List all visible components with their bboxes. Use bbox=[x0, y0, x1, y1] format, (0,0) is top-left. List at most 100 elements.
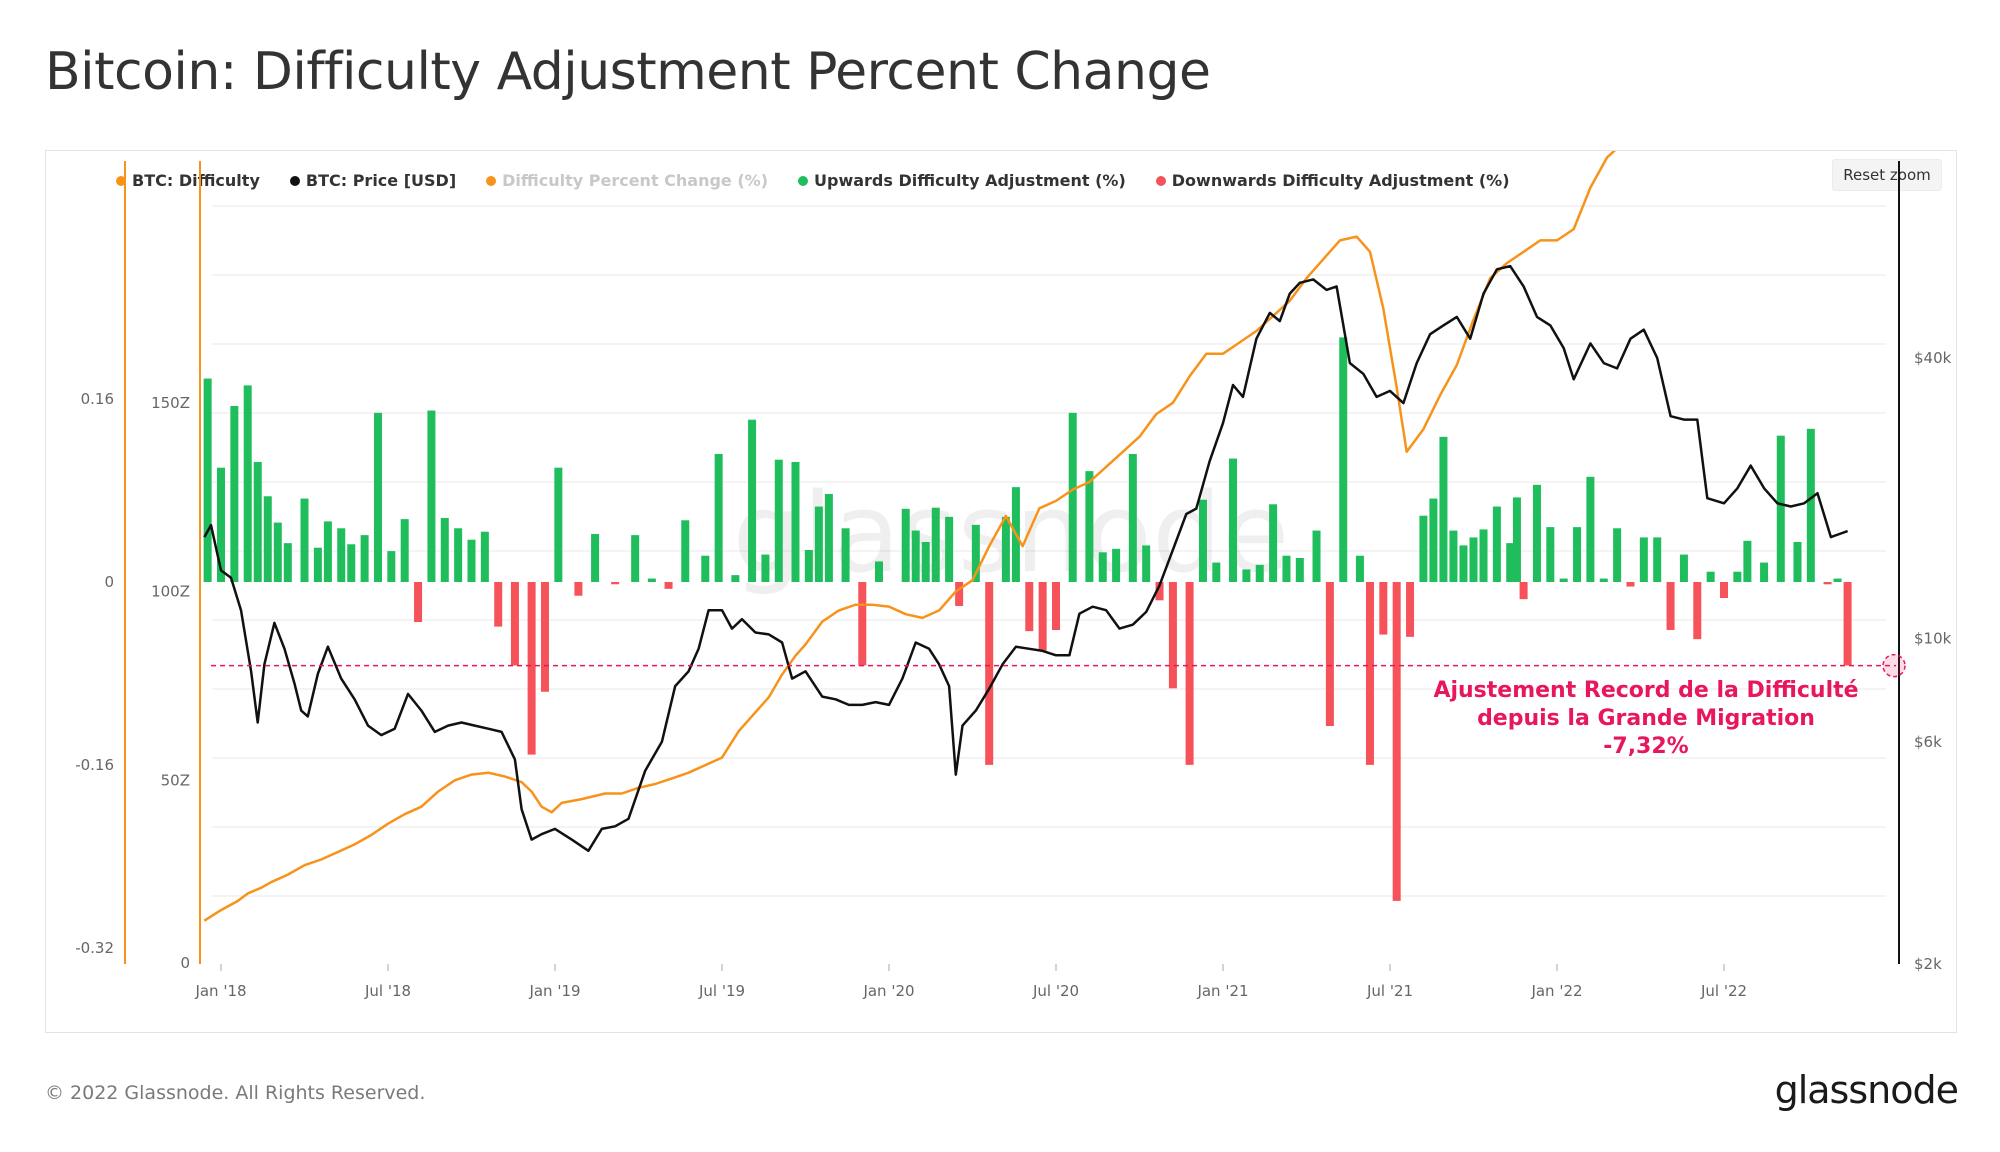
downward-adjustment-bar bbox=[540, 582, 549, 692]
upward-adjustment-bar bbox=[1212, 562, 1221, 582]
annotation-line-3: -7,32% bbox=[1603, 734, 1688, 759]
legend-label: Difficulty Percent Change (%) bbox=[502, 171, 769, 190]
price-line bbox=[203, 264, 1849, 853]
legend-label: Upwards Difficulty Adjustment (%) bbox=[814, 171, 1126, 190]
annotation-marker bbox=[1882, 653, 1906, 678]
downward-adjustment-bar bbox=[1052, 582, 1060, 631]
upward-adjustment-bar bbox=[874, 561, 883, 582]
upward-adjustment-bar bbox=[427, 410, 436, 582]
downward-adjustment-bar bbox=[664, 582, 673, 589]
reset-zoom-button[interactable]: Reset zoom bbox=[1832, 159, 1942, 191]
upward-adjustment-bar bbox=[647, 578, 656, 582]
x-tick-label: Jan '20 bbox=[862, 982, 914, 1000]
downward-adjustment-bar bbox=[1823, 582, 1832, 585]
upward-adjustment-bar bbox=[467, 539, 476, 582]
upward-adjustment-bar bbox=[400, 519, 409, 582]
legend-item-downwards[interactable]: Downwards Difficulty Adjustment (%) bbox=[1155, 171, 1510, 190]
x-tick-label: Jul '19 bbox=[698, 982, 745, 1000]
upward-adjustment-bar bbox=[387, 551, 396, 582]
x-tick-label: Jan '21 bbox=[1196, 982, 1248, 1000]
legend-dot-downwards bbox=[1155, 175, 1166, 186]
upward-adjustment-bar bbox=[1559, 578, 1568, 582]
downward-adjustment-bar bbox=[527, 582, 536, 755]
upward-adjustment-bar bbox=[1469, 537, 1478, 582]
upward-adjustment-bar bbox=[1429, 498, 1438, 582]
annotation-line-2: depuis la Grande Migration bbox=[1477, 706, 1815, 731]
upward-adjustment-bar bbox=[1733, 571, 1742, 582]
annotation-layer: Ajustement Record de la Difficulté depui… bbox=[211, 653, 1906, 759]
downward-adjustment-bar bbox=[955, 582, 964, 607]
legend-dot-percent-change bbox=[486, 175, 497, 186]
upward-adjustment-bar bbox=[1760, 562, 1769, 582]
upward-adjustment-bar bbox=[1586, 476, 1595, 582]
upward-adjustment-bar bbox=[1198, 499, 1207, 582]
upward-adjustment-bar bbox=[1573, 527, 1582, 582]
upward-adjustment-bar bbox=[1355, 555, 1364, 582]
axis-layer: 0.16 0 -0.16 -0.32 150Z 100Z 50Z 0 $40k $10k $6k $2… bbox=[75, 161, 1952, 1000]
upward-adjustment-bar bbox=[1806, 428, 1815, 582]
upward-adjustment-bar bbox=[1613, 528, 1622, 582]
x-tick-label: Jul '22 bbox=[1700, 982, 1747, 1000]
upward-adjustment-bar bbox=[360, 535, 369, 582]
x-tick-label: Jan '22 bbox=[1530, 982, 1582, 1000]
upward-adjustment-bar bbox=[454, 528, 463, 582]
price-tick-label: $10k bbox=[1914, 629, 1952, 647]
upward-adjustment-bar bbox=[945, 516, 954, 582]
upward-adjustment-bar bbox=[243, 385, 252, 582]
annotation-line-1: Ajustement Record de la Difficulté bbox=[1433, 678, 1858, 703]
footer-logo: glassnode bbox=[1774, 1068, 1959, 1112]
legend-label: BTC: Price [USD] bbox=[305, 171, 457, 190]
legend-item-price[interactable]: BTC: Price [USD] bbox=[289, 171, 457, 190]
upward-adjustment-bar bbox=[1085, 471, 1094, 582]
upward-adjustment-bar bbox=[1295, 557, 1304, 582]
upward-adjustment-bar bbox=[631, 535, 640, 582]
upward-adjustment-bar bbox=[1098, 552, 1107, 582]
legend-item-difficulty[interactable]: BTC: Difficulty bbox=[116, 171, 260, 190]
upward-adjustment-bar bbox=[1639, 537, 1648, 582]
upward-adjustment-bar bbox=[1419, 515, 1428, 582]
upward-adjustment-bar bbox=[681, 520, 690, 582]
upward-adjustment-bar bbox=[731, 575, 740, 582]
downward-adjustment-bar bbox=[1406, 582, 1415, 637]
upward-adjustment-bar bbox=[554, 467, 563, 582]
series-lines bbox=[203, 151, 1849, 922]
upward-adjustment-bar bbox=[1679, 554, 1688, 582]
downward-adjustment-bar bbox=[1365, 582, 1374, 765]
difficulty-line bbox=[203, 151, 1617, 922]
page-title: Bitcoin: Difficulty Adjustment Percent C… bbox=[45, 42, 1211, 102]
upward-adjustment-bar bbox=[1242, 569, 1251, 582]
upward-adjustment-bar bbox=[1833, 578, 1842, 582]
legend-item-percent-change[interactable]: Difficulty Percent Change (%) bbox=[486, 171, 768, 190]
upward-adjustment-bar bbox=[774, 459, 783, 582]
downward-adjustment-bar bbox=[1392, 582, 1401, 901]
upward-adjustment-bar bbox=[337, 528, 346, 582]
downward-adjustment-bar bbox=[1843, 582, 1852, 666]
chart-legend: BTC: Difficulty BTC: Price [USD] Difficu… bbox=[116, 171, 1510, 190]
upward-adjustment-bar bbox=[480, 531, 489, 582]
chart-plot[interactable]: 0.16 0 -0.16 -0.32 150Z 100Z 50Z 0 $40k $10k $6k $2… bbox=[46, 151, 1956, 1031]
adjustment-bars bbox=[203, 337, 1852, 901]
grid-layer bbox=[212, 205, 1886, 897]
upward-adjustment-bar bbox=[217, 467, 225, 582]
chart-card: BTC: Difficulty BTC: Price [USD] Difficu… bbox=[45, 150, 1957, 1033]
legend-dot-upwards bbox=[798, 175, 809, 186]
upward-adjustment-bar bbox=[203, 378, 212, 582]
pct-tick-label: 0 bbox=[104, 573, 114, 591]
upward-adjustment-bar bbox=[901, 508, 910, 582]
upward-adjustment-bar bbox=[761, 554, 770, 582]
upward-adjustment-bar bbox=[748, 419, 757, 582]
x-tick-label: Jul '18 bbox=[364, 982, 411, 1000]
upward-adjustment-bar bbox=[591, 533, 600, 582]
upward-adjustment-bar bbox=[1793, 541, 1802, 582]
footer-copyright: © 2022 Glassnode. All Rights Reserved. bbox=[45, 1082, 426, 1104]
upward-adjustment-bar bbox=[1282, 555, 1291, 582]
upward-adjustment-bar bbox=[1128, 453, 1137, 582]
legend-item-upwards[interactable]: Upwards Difficulty Adjustment (%) bbox=[798, 171, 1126, 190]
upward-adjustment-bar bbox=[1512, 497, 1521, 582]
upward-adjustment-bar bbox=[1492, 506, 1501, 582]
upward-adjustment-bar bbox=[1706, 571, 1715, 582]
downward-adjustment-bar bbox=[1038, 582, 1047, 651]
upward-adjustment-bar bbox=[841, 528, 850, 582]
downward-adjustment-bar bbox=[1379, 582, 1388, 635]
price-tick-label: $6k bbox=[1914, 733, 1942, 751]
